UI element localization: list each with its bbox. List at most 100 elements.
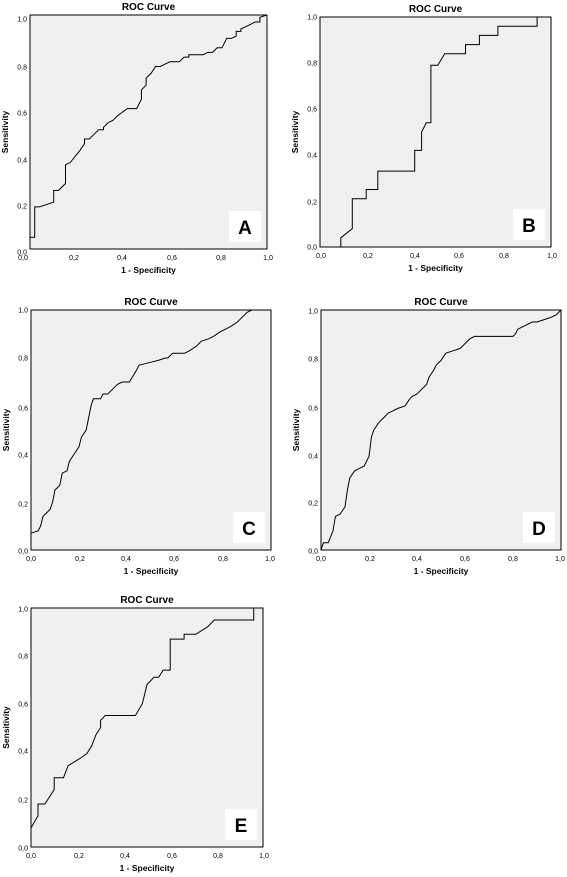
y-tick-label: 0,0 — [18, 846, 28, 853]
x-tick-label: 0,4 — [117, 255, 127, 262]
x-tick-label: 0,4 — [121, 556, 131, 563]
x-tick-label: 0,2 — [365, 556, 375, 563]
y-tick-label: 0,2 — [308, 501, 318, 508]
x-tick-label: 0,8 — [499, 253, 509, 260]
roc-panel-e: ROC Curve 0,0 0,2 0,4 0,6 0,8 1,0 0,0 0,2 0,4 0,6 0… — [1, 595, 269, 873]
panel-label: B — [522, 216, 536, 237]
y-tick-label: 0,2 — [307, 200, 317, 207]
x-tick-label: 0,6 — [454, 253, 464, 260]
plot-area — [29, 14, 268, 250]
x-tick-label: 0,8 — [508, 556, 518, 563]
y-tick-label: 1,0 — [18, 308, 28, 315]
panel-label-box — [229, 211, 261, 242]
y-tick-label: 0,6 — [308, 406, 318, 413]
y-tick-label: 0,2 — [17, 204, 27, 211]
x-tick-label: 0,8 — [216, 255, 226, 262]
y-tick-label: 1,0 — [17, 17, 27, 24]
y-tick-label: 0,4 — [17, 158, 27, 165]
x-tick-label: 0,0 — [26, 853, 36, 860]
roc-curve-line — [320, 16, 551, 248]
x-tick-label: 1,0 — [547, 253, 557, 260]
y-tick-label: 0,0 — [18, 549, 28, 556]
panel-label: E — [235, 816, 248, 837]
y-tick-label: 0,0 — [17, 250, 27, 257]
x-tick-label: 1,0 — [259, 853, 269, 860]
roc-panel-c: ROC Curve 0,0 0,2 0,4 0,6 0,8 1,0 0,0 0,2 0,4 0,6 0… — [1, 297, 275, 576]
x-tick-label: 1,0 — [265, 556, 275, 563]
roc-panel-d: ROC Curve 0,0 0,2 0,4 0,6 0,8 1,0 0,0 0,2 0,4 0,6 0… — [291, 297, 565, 576]
x-tick-label: 0,6 — [169, 556, 179, 563]
x-tick-label: 0,2 — [363, 253, 373, 260]
y-tick-label: 0,0 — [307, 245, 317, 252]
roc-curve-line — [320, 309, 562, 551]
x-tick-label: 0,4 — [412, 556, 422, 563]
y-tick-label: 0,2 — [18, 798, 28, 805]
x-tick-label: 0,2 — [69, 255, 79, 262]
plot-area — [320, 309, 562, 551]
x-tick-label: 0,4 — [120, 853, 130, 860]
chart-title: ROC Curve — [122, 2, 176, 13]
y-tick-label: 0,8 — [18, 356, 28, 363]
plot-area — [319, 16, 552, 248]
x-tick-label: 0,2 — [74, 853, 84, 860]
y-tick-label: 0,6 — [307, 107, 317, 114]
y-tick-label: 0,6 — [18, 702, 28, 709]
x-tick-label: 1,0 — [555, 556, 565, 563]
y-axis-label: Sensitivity — [1, 706, 11, 749]
panel-label-box — [233, 512, 265, 543]
x-axis-label: 1 - Specificity — [120, 863, 175, 873]
y-tick-label: 1,0 — [307, 15, 317, 22]
x-axis-label: 1 - Specificity — [121, 265, 176, 275]
x-tick-label: 0,4 — [410, 253, 420, 260]
plot-area — [30, 607, 264, 848]
x-axis-label: 1 - Specificity — [124, 566, 179, 576]
x-axis-label: 1 - Specificity — [408, 263, 463, 273]
y-tick-label: 0,4 — [307, 153, 317, 160]
roc-curve-line — [30, 309, 271, 550]
x-tick-label: 0,0 — [316, 253, 326, 260]
panel-label-box — [513, 209, 545, 240]
y-tick-label: 0,6 — [17, 111, 27, 118]
x-tick-label: 0,8 — [218, 556, 228, 563]
panel-label-box — [523, 512, 555, 543]
y-axis-label: Sensitivity — [0, 110, 10, 153]
x-tick-label: 0,2 — [75, 556, 85, 563]
chart-title: ROC Curve — [124, 297, 178, 308]
x-tick-label: 0,0 — [18, 255, 28, 262]
y-axis-label: Sensitivity — [290, 110, 300, 153]
panel-label: C — [242, 519, 256, 540]
y-tick-label: 0,4 — [18, 453, 28, 460]
y-tick-label: 0,8 — [307, 61, 317, 68]
y-tick-label: 0,4 — [308, 454, 318, 461]
y-axis-label: Sensitivity — [1, 408, 11, 451]
x-axis-label: 1 - Specificity — [414, 566, 469, 576]
plot-area — [30, 309, 272, 551]
y-tick-label: 0,0 — [308, 549, 318, 556]
x-tick-label: 0,0 — [316, 556, 326, 563]
x-tick-label: 1,0 — [263, 255, 273, 262]
roc-panel-b: ROC Curve 0,0 0,2 0,4 0,6 0,8 1,0 0,0 0,2 0,4 0,6 0… — [290, 4, 557, 273]
x-tick-label: 0,0 — [26, 556, 36, 563]
y-tick-label: 0,8 — [308, 357, 318, 364]
y-tick-label: 0,2 — [18, 502, 28, 509]
x-tick-label: 0,6 — [167, 853, 177, 860]
y-tick-label: 1,0 — [18, 607, 28, 614]
y-tick-label: 0,4 — [18, 749, 28, 756]
roc-panel-a: ROC Curve 0,0 0,2 0,4 0,6 0,8 1,0 0,0 0,2 0,4 0,6 0… — [0, 2, 273, 275]
roc-curve-line — [30, 607, 263, 847]
chart-title: ROC Curve — [414, 297, 468, 308]
x-tick-label: 0,8 — [213, 853, 223, 860]
x-tick-label: 0,6 — [167, 255, 177, 262]
chart-title: ROC Curve — [120, 595, 174, 606]
y-axis-label: Sensitivity — [291, 408, 301, 451]
y-tick-label: 0,8 — [18, 654, 28, 661]
x-tick-label: 0,6 — [460, 556, 470, 563]
chart-title: ROC Curve — [409, 4, 463, 15]
panel-label: D — [532, 519, 546, 540]
panel-label: A — [238, 218, 252, 239]
y-tick-label: 0,8 — [17, 65, 27, 72]
roc-curve-line — [29, 14, 268, 249]
y-tick-label: 1,0 — [308, 309, 318, 316]
y-tick-label: 0,6 — [18, 406, 28, 413]
